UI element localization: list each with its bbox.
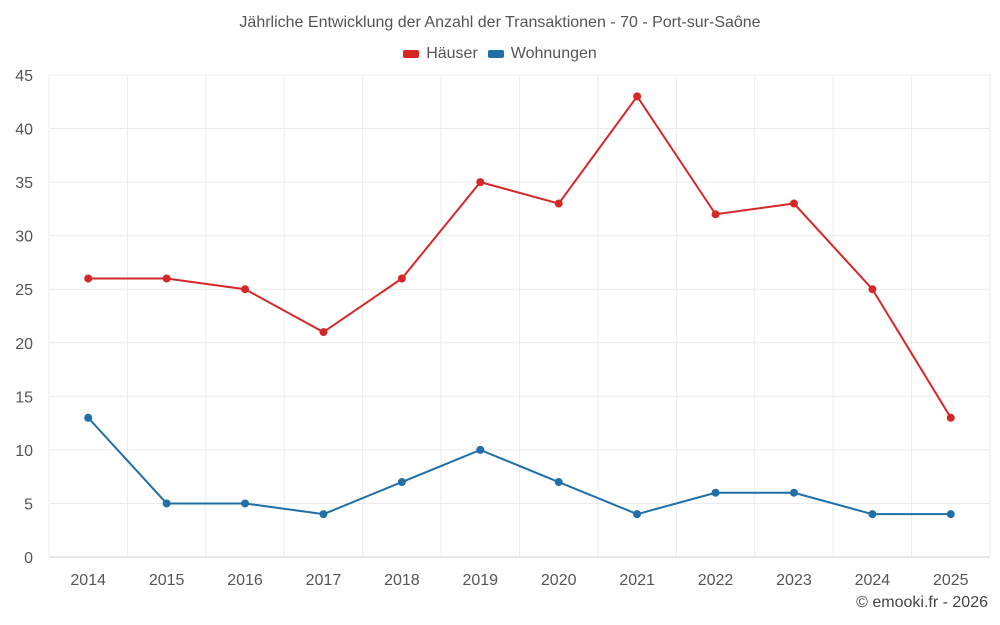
legend-item-houses[interactable]: Häuser xyxy=(403,45,478,63)
data-point-houses xyxy=(319,328,328,337)
data-point-houses xyxy=(868,285,877,294)
y-tick-label: 20 xyxy=(15,336,33,353)
data-point-apartments xyxy=(868,510,877,519)
x-tick-label: 2020 xyxy=(541,572,577,589)
x-tick-label: 2017 xyxy=(306,572,342,589)
y-tick-label: 45 xyxy=(15,68,33,85)
data-point-houses xyxy=(397,274,406,283)
series-line-houses xyxy=(88,95,952,419)
legend-label-houses: Häuser xyxy=(426,45,478,62)
data-point-apartments xyxy=(397,478,406,487)
chart-title: Jährliche Entwicklung der Anzahl der Tra… xyxy=(239,14,761,31)
data-point-houses xyxy=(241,285,250,294)
data-point-houses xyxy=(789,199,798,208)
x-tick-label: 2018 xyxy=(384,572,420,589)
data-point-apartments xyxy=(711,488,720,497)
data-point-houses xyxy=(711,210,720,219)
x-tick-label: 2021 xyxy=(619,572,655,589)
data-point-houses xyxy=(84,274,93,283)
x-tick-label: 2023 xyxy=(776,572,812,589)
y-tick-label: 30 xyxy=(15,229,33,246)
legend-label-apartments: Wohnungen xyxy=(510,45,597,62)
data-point-apartments xyxy=(162,499,171,508)
legend-swatch-apartments xyxy=(487,50,504,58)
data-point-apartments xyxy=(946,510,955,519)
data-point-houses xyxy=(476,178,485,187)
x-tick-label: 2014 xyxy=(70,572,106,589)
series-line-apartments xyxy=(87,417,951,516)
y-tick-label: 10 xyxy=(15,443,33,460)
data-point-apartments xyxy=(554,478,563,487)
data-point-houses xyxy=(633,92,642,101)
copyright-text: © emooki.fr - 2026 xyxy=(856,594,988,611)
x-tick-label: 2025 xyxy=(933,572,969,589)
data-point-apartments xyxy=(789,488,798,497)
data-point-houses xyxy=(554,199,563,208)
data-point-houses xyxy=(162,274,171,283)
data-point-houses xyxy=(946,413,955,422)
y-tick-label: 0 xyxy=(24,550,33,567)
legend-item-apartments[interactable]: Wohnungen xyxy=(487,45,597,63)
data-point-apartments xyxy=(633,510,642,519)
x-tick-label: 2022 xyxy=(698,572,734,589)
y-tick-label: 35 xyxy=(15,175,33,192)
y-tick-label: 15 xyxy=(15,389,33,406)
legend-swatch-houses xyxy=(403,50,420,58)
chart-legend: Häuser Wohnungen xyxy=(0,45,1000,63)
x-tick-label: 2016 xyxy=(227,572,263,589)
y-tick-label: 5 xyxy=(24,496,33,513)
data-point-apartments xyxy=(241,499,250,508)
y-tick-label: 40 xyxy=(15,122,33,139)
data-point-apartments xyxy=(476,445,485,454)
y-tick-label: 25 xyxy=(15,282,33,299)
data-point-apartments xyxy=(84,413,93,422)
x-tick-label: 2024 xyxy=(855,572,891,589)
data-point-apartments xyxy=(319,510,328,519)
x-tick-label: 2015 xyxy=(149,572,185,589)
x-tick-label: 2019 xyxy=(462,572,498,589)
